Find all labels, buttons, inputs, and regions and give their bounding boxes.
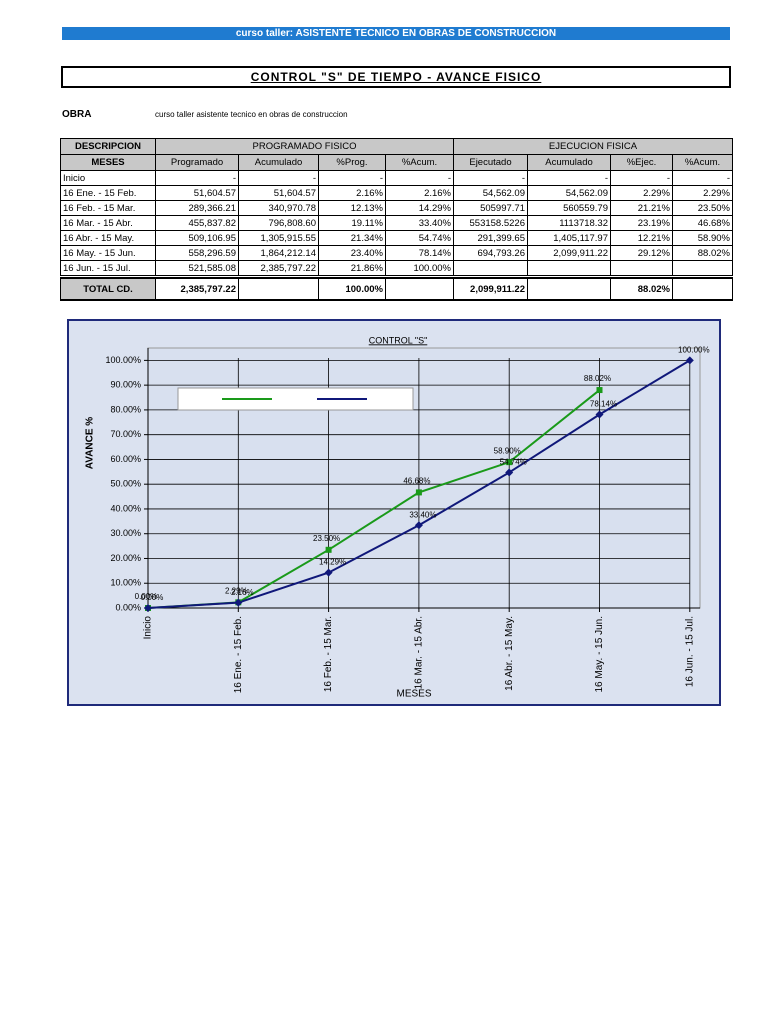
cell: [385, 277, 454, 301]
y-tick-label: 30.00%: [110, 528, 141, 538]
column-header: Programado: [155, 154, 239, 171]
cell: TOTAL CD.: [60, 277, 156, 301]
table-row: Inicio - - - - - - - -: [60, 170, 733, 186]
table: DESCRIPCION PROGRAMADO FISICO EJECUCION …: [60, 138, 733, 301]
cell: 521,585.08: [155, 260, 239, 276]
data-label: 23.50%: [313, 534, 340, 543]
x-axis-label: MESES: [396, 689, 431, 700]
cell: [672, 260, 733, 276]
data-label: 33.40%: [409, 510, 436, 519]
cell: [238, 277, 319, 301]
data-label: 0.00%: [141, 593, 164, 602]
cell: 100.00%: [385, 260, 454, 276]
cell: 2,385,797.22: [238, 260, 319, 276]
title: CONTROL "S" DE TIEMPO - AVANCE FISICO: [61, 66, 731, 88]
x-tick-label: 16 Mar. - 15 Abr.: [414, 616, 425, 689]
marker: [144, 604, 152, 612]
y-tick-label: 20.00%: [110, 553, 141, 563]
data-label: 14.29%: [319, 558, 346, 567]
banner: curso taller: ASISTENTE TECNICO EN OBRAS…: [62, 27, 730, 40]
table-row: 16 Mar. - 15 Abr. 455,837.82 796,808.60 19.…: [60, 215, 733, 231]
y-tick-label: 80.00%: [110, 404, 141, 414]
y-tick-label: 90.00%: [110, 380, 141, 390]
table-row: 16 Jun. - 15 Jul. 521,585.08 2,385,797.22 2…: [60, 260, 733, 276]
cell: 2,099,911.22: [453, 277, 528, 301]
marker: [505, 468, 514, 477]
column-header: %Acum.: [385, 154, 454, 171]
column-header: %Ejec.: [610, 154, 673, 171]
table-row: 16 Feb. - 15 Mar. 289,366.21 340,970.78 12.…: [60, 200, 733, 216]
y-tick-label: 60.00%: [110, 454, 141, 464]
x-tick-label: 16 Feb. - 15 Mar.: [323, 616, 334, 692]
x-tick-label: 16 May. - 15 Jun.: [594, 616, 605, 693]
cell: 100.00%: [318, 277, 386, 301]
cell: 16 Jun. - 15 Jul.: [60, 260, 156, 276]
cell: [672, 277, 733, 301]
y-tick-label: 70.00%: [110, 429, 141, 439]
legend: [177, 387, 414, 411]
marker: [596, 387, 603, 394]
column-header: Ejecutado: [453, 154, 528, 171]
group-header: PROGRAMADO FISICO: [155, 138, 454, 155]
table-row: TOTAL CD. 2,385,797.22 100.00% 2,099,911.22…: [60, 277, 733, 301]
marker: [506, 459, 513, 466]
marker: [414, 521, 423, 530]
cell: [527, 277, 611, 301]
data-label: 100.00%: [678, 345, 710, 354]
data-label: 54.74%: [500, 458, 527, 467]
marker: [595, 410, 604, 419]
x-tick-label: 16 Jun. - 15 Jul.: [684, 616, 695, 687]
y-tick-label: 0.00%: [115, 602, 141, 612]
y-tick-label: 40.00%: [110, 503, 141, 513]
obra-label: OBRA: [62, 109, 92, 120]
x-tick-label: Inicio: [143, 616, 154, 640]
data-label: 2.29%: [225, 586, 248, 595]
group-header: DESCRIPCION: [60, 138, 156, 155]
data-label: 78.14%: [590, 400, 617, 409]
data-label: 58.90%: [494, 446, 521, 455]
column-header: Acumulado: [238, 154, 319, 171]
data-label: 2.16%: [231, 588, 254, 597]
y-tick-label: 50.00%: [110, 479, 141, 489]
title-text: CONTROL "S" DE TIEMPO - AVANCE FISICO: [250, 70, 542, 84]
y-tick-label: 10.00%: [110, 578, 141, 588]
obra: curso taller asistente tecnico en obras …: [155, 110, 348, 119]
y-axis-label: AVANCE %: [85, 417, 96, 470]
column-header: Acumulado: [527, 154, 611, 171]
cell: 88.02%: [610, 277, 673, 301]
data-label: 88.02%: [584, 374, 611, 383]
x-tick-label: 16 Abr. - 15 May.: [504, 616, 515, 691]
data-label: 0.00%: [135, 592, 158, 601]
marker: [325, 546, 332, 553]
data-label: 46.68%: [403, 477, 430, 486]
y-tick-label: 100.00%: [105, 355, 141, 365]
marker: [234, 598, 243, 607]
table-row: 16 May. - 15 Jun. 558,296.59 1,864,212.14 2…: [60, 245, 733, 261]
x-tick-label: 16 Ene. - 15 Feb.: [233, 616, 244, 693]
marker: [324, 568, 333, 577]
cell: 2,385,797.22: [155, 277, 239, 301]
marker: [415, 489, 422, 496]
marker: [685, 356, 694, 365]
chart-title: CONTROL "S": [369, 335, 428, 345]
